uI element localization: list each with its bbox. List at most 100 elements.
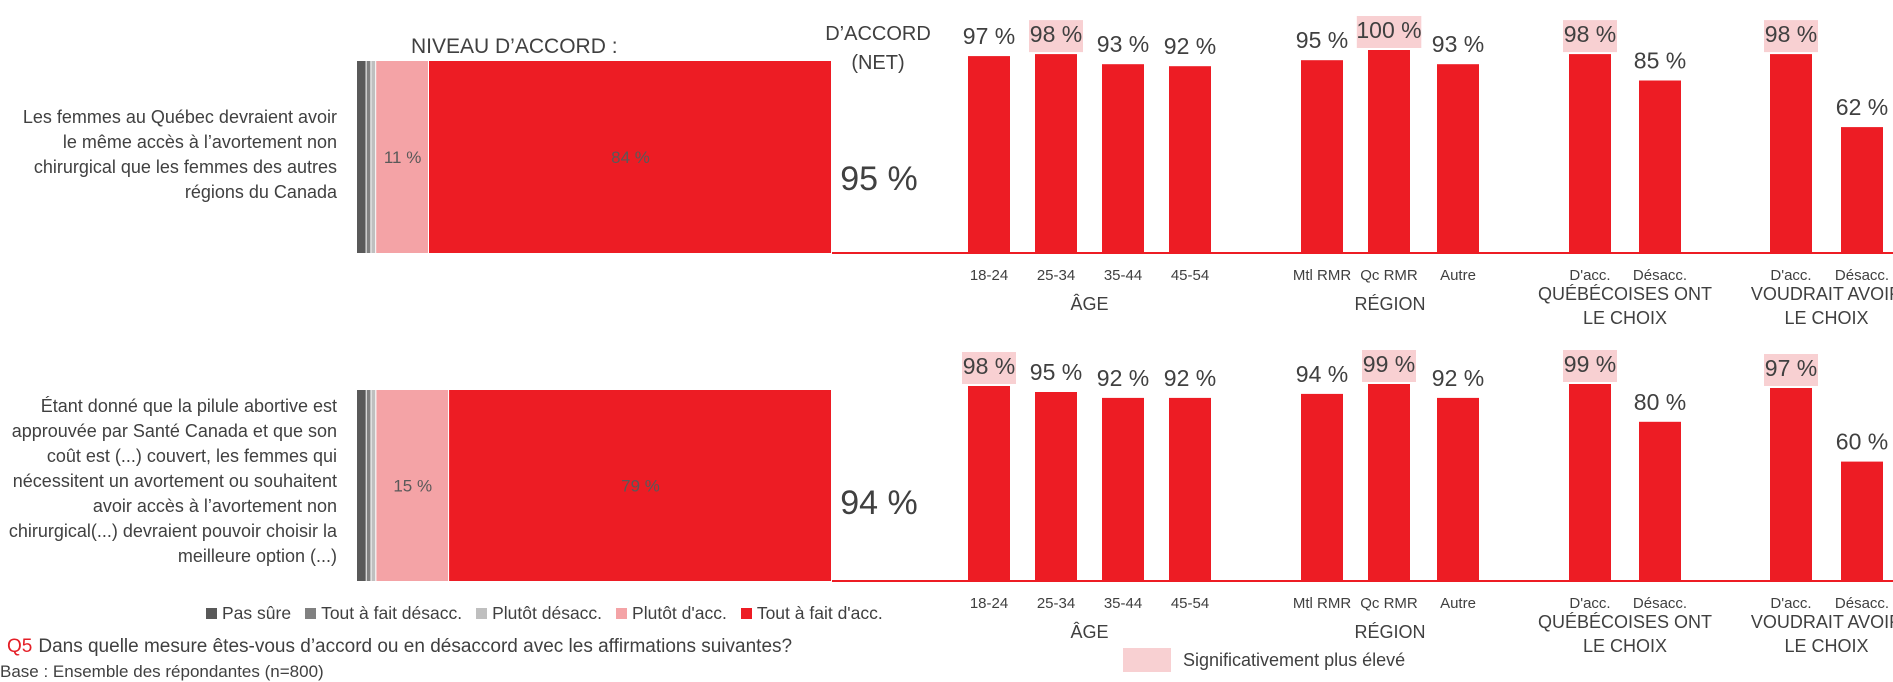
bar-2-1-2 — [1035, 392, 1077, 581]
legend-swatch-plutot-desacc — [476, 608, 488, 619]
bar-value-label-2-3-2: 80 % — [1634, 389, 1686, 415]
bar-value-label-2-4-1: 97 % — [1765, 355, 1817, 381]
category-label-1-3-1: D'acc. — [1569, 267, 1610, 284]
stack-segment-tout-acc-1 — [429, 61, 831, 253]
significance-highlight-1-2-2 — [1356, 16, 1422, 48]
legend-item-plutot-desacc: Plutôt désacc. — [476, 603, 602, 624]
stack-segment-plutot-desacc-2 — [371, 390, 376, 581]
stack-segment-tout-desacc-2 — [366, 390, 371, 581]
category-label-1-3-2: Désacc. — [1633, 267, 1687, 284]
bar-value-label-2-3-1: 99 % — [1564, 351, 1616, 377]
significance-highlight-1-3-1 — [1563, 20, 1617, 53]
legend-label-tout-desacc: Tout à fait désacc. — [321, 603, 463, 623]
significance-highlight-2-4-1 — [1764, 354, 1818, 386]
legend-swatch-pas-sure — [206, 608, 217, 619]
bar-1-2-2 — [1368, 50, 1410, 253]
question-number: Q5 — [7, 636, 33, 657]
bar-2-4-2 — [1841, 461, 1883, 581]
category-label-1-2-3: Autre — [1440, 267, 1476, 284]
category-label-2-1-4: 45-54 — [1171, 595, 1209, 612]
bar-1-1-3 — [1102, 64, 1144, 253]
group-label-line2-1-3: LE CHOIX — [1583, 308, 1667, 328]
category-label-2-1-1: 18-24 — [970, 595, 1008, 612]
bar-1-4-2 — [1841, 127, 1883, 253]
bar-value-label-1-1-4: 92 % — [1164, 33, 1216, 59]
statement-2-text: Étant donné que la pilule abortive est a… — [8, 396, 337, 566]
base-note: Base : Ensemble des répondantes (n=800) — [0, 662, 324, 681]
category-label-1-1-3: 35-44 — [1104, 267, 1142, 284]
category-label-2-3-1: D'acc. — [1569, 595, 1610, 612]
legend: Pas sûre Tout à fait désacc. Plutôt désa… — [206, 603, 883, 624]
net-header-line2: (NET) — [851, 52, 904, 74]
bar-1-1-2 — [1035, 54, 1077, 253]
category-label-2-4-2: Désacc. — [1835, 595, 1889, 612]
bar-value-label-2-1-2: 95 % — [1030, 359, 1082, 385]
bar-value-label-2-2-1: 94 % — [1296, 361, 1348, 387]
stack-segment-tout-acc-2 — [449, 390, 831, 581]
bar-2-1-1 — [968, 386, 1010, 581]
group-label-2-1: ÂGE — [1070, 622, 1108, 642]
group-label-line2-1-4: LE CHOIX — [1784, 308, 1868, 328]
bar-1-1-4 — [1169, 66, 1211, 253]
net-value-2: 94 % — [840, 484, 918, 522]
bar-value-label-1-2-3: 93 % — [1432, 31, 1484, 57]
legend-label-plutot-desacc: Plutôt désacc. — [492, 603, 603, 623]
category-label-1-1-1: 18-24 — [970, 267, 1008, 284]
bar-value-label-1-1-3: 93 % — [1097, 31, 1149, 57]
bar-value-label-1-2-1: 95 % — [1296, 27, 1348, 53]
category-label-2-2-3: Autre — [1440, 595, 1476, 612]
bar-value-label-2-2-3: 92 % — [1432, 365, 1484, 391]
stack-segment-pas-sure-1 — [357, 61, 366, 253]
bar-value-label-1-3-2: 85 % — [1634, 48, 1686, 74]
bar-1-3-2 — [1639, 80, 1681, 253]
bar-1-2-3 — [1437, 64, 1479, 253]
group-label-line1-1-4: VOUDRAIT AVOIR — [1751, 284, 1893, 304]
bar-2-1-4 — [1169, 397, 1211, 581]
legend-label-tout-acc: Tout à fait d'acc. — [756, 603, 883, 623]
stack-label-plutot-acc-2: 15 % — [393, 477, 432, 496]
category-label-1-1-2: 25-34 — [1037, 267, 1075, 284]
niveau-accord-title: NIVEAU D’ACCORD : — [411, 35, 618, 58]
significance-swatch — [1123, 648, 1171, 672]
group-label-1-2: RÉGION — [1354, 294, 1425, 314]
bar-1-1-1 — [968, 56, 1010, 253]
statement-1-text: Les femmes au Québec devraient avoir le … — [22, 107, 337, 202]
bar-value-label-2-1-4: 92 % — [1164, 365, 1216, 391]
group-label-line2-2-3: LE CHOIX — [1583, 636, 1667, 656]
category-label-2-1-3: 35-44 — [1104, 595, 1142, 612]
category-label-2-2-2: Qc RMR — [1360, 595, 1418, 612]
stack-label-tout-acc-2: 79 % — [621, 477, 660, 496]
group-label-2-2: RÉGION — [1354, 622, 1425, 642]
bar-1-2-1 — [1301, 60, 1343, 254]
legend-swatch-tout-acc — [740, 608, 752, 619]
bar-value-label-1-2-2: 100 % — [1356, 17, 1421, 43]
significance-legend: Significativement plus élevé — [1123, 648, 1405, 672]
significance-highlight-2-3-1 — [1563, 350, 1617, 382]
legend-label-pas-sure: Pas sûre — [222, 603, 292, 623]
bar-value-label-1-3-1: 98 % — [1564, 21, 1616, 47]
stack-label-tout-acc-1: 84 % — [611, 148, 650, 167]
bar-2-1-3 — [1102, 397, 1144, 581]
significance-highlight-2-2-2 — [1362, 350, 1416, 382]
stack-segment-tout-desacc-1 — [366, 61, 371, 253]
legend-label-plutot-acc: Plutôt d'acc. — [632, 603, 727, 623]
stack-segment-plutot-acc-1 — [376, 61, 428, 253]
bar-value-label-2-1-1: 98 % — [963, 353, 1015, 379]
group-label-line2-2-4: LE CHOIX — [1784, 636, 1868, 656]
significance-highlight-2-1-1 — [962, 352, 1016, 384]
bar-2-2-2 — [1368, 384, 1410, 581]
bar-value-label-1-4-1: 98 % — [1765, 21, 1817, 47]
stack-segment-plutot-desacc-1 — [371, 61, 376, 253]
legend-item-plutot-acc: Plutôt d'acc. — [616, 603, 727, 624]
category-label-1-2-2: Qc RMR — [1360, 267, 1418, 284]
bar-value-label-2-1-3: 92 % — [1097, 365, 1149, 391]
legend-item-pas-sure: Pas sûre — [206, 603, 291, 624]
question-text: Dans quelle mesure êtes-vous d’accord ou… — [38, 636, 793, 657]
category-label-1-1-4: 45-54 — [1171, 267, 1209, 284]
significance-highlight-1-4-1 — [1764, 20, 1818, 53]
bar-value-label-1-1-2: 98 % — [1030, 21, 1082, 47]
stack-segment-plutot-acc-2 — [376, 390, 449, 581]
category-label-2-2-1: Mtl RMR — [1293, 595, 1351, 612]
category-label-1-4-2: Désacc. — [1835, 267, 1889, 284]
